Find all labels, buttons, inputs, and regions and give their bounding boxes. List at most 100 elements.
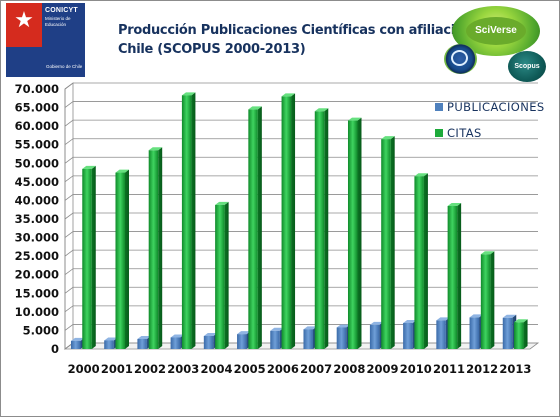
bar-side: [490, 251, 495, 349]
x-tick-label: 2007: [300, 362, 332, 376]
chart-floor: [63, 342, 540, 350]
bar-publicaciones-2004: [203, 336, 214, 349]
conicyt-logo: ★ CONICYT Ministerio de Educación Gobier…: [6, 3, 85, 77]
bar-top: [215, 201, 229, 205]
y-tick-label: 25.000: [15, 249, 59, 263]
gridline: [64, 82, 538, 90]
x-tick-label: 2012: [466, 362, 498, 376]
bar-side: [423, 173, 428, 349]
x-axis: 2000 2001 2002 2003 2004 2005 2006 2007 2008 2009…: [68, 362, 532, 376]
logo-government-text: Gobierno de Chile: [46, 64, 83, 69]
gridline: [64, 194, 538, 201]
bar-top: [270, 327, 284, 331]
gridline: [64, 175, 538, 183]
bar-publicaciones-2009: [369, 324, 380, 349]
globe-badge-icon: [444, 44, 477, 74]
bar-top: [248, 106, 262, 110]
bar-citas-2011: [447, 206, 458, 349]
gridline: [64, 249, 538, 257]
bar-citas-2003: [181, 95, 192, 349]
bar-top: [104, 337, 118, 341]
bar-top: [70, 337, 85, 341]
y-tick-label: 35.000: [15, 212, 59, 226]
bar-side: [158, 147, 163, 349]
y-tick-label: 55.000: [15, 138, 59, 152]
y-tick-label: 30.000: [15, 231, 59, 245]
x-tick-label: 2003: [167, 362, 199, 376]
legend-swatch-publicaciones: [435, 103, 443, 111]
bar-top: [369, 321, 384, 325]
bar-side: [324, 108, 329, 350]
bar-publicaciones-2002: [137, 338, 147, 349]
bar-citas-2006: [281, 96, 292, 349]
y-tick-label: 20.000: [15, 268, 59, 282]
x-tick-label: 2002: [134, 362, 166, 376]
bar-top: [336, 324, 351, 328]
bar-top: [436, 317, 450, 321]
bar-publicaciones-2001: [104, 340, 114, 349]
bar-top: [303, 326, 317, 330]
chart-legend: PUBLICACIONES CITAS: [435, 100, 545, 140]
y-tick-label: 70.000: [15, 82, 59, 96]
bar-top: [469, 314, 484, 318]
bar-citas-2009: [381, 139, 391, 349]
y-tick-label: 15.000: [15, 286, 59, 300]
gridline: [64, 101, 538, 108]
bar-citas-2010: [414, 176, 424, 349]
y-tick-label: 50.000: [15, 156, 59, 170]
bar-side: [390, 136, 395, 349]
bar-side: [523, 319, 528, 349]
legend-label-citas: CITAS: [447, 126, 482, 140]
logo-ministry-text: Ministerio de Educación: [45, 16, 71, 27]
y-tick-label: 10.000: [15, 305, 59, 319]
x-tick-label: 2010: [400, 362, 432, 376]
bar-top: [203, 333, 218, 336]
bar-top: [514, 319, 528, 323]
bar-publicaciones-2005: [237, 334, 247, 349]
bar-top: [480, 251, 495, 255]
bar-citas-2002: [148, 150, 159, 349]
x-tick-label: 2001: [101, 362, 133, 376]
y-tick-label: 45.000: [15, 175, 59, 189]
bar-citas-2000: [82, 168, 92, 349]
bar-citas-2005: [248, 109, 258, 349]
bar-top: [414, 173, 428, 177]
bar-side: [357, 117, 362, 349]
x-tick-label: 2013: [499, 362, 531, 376]
bar-publicaciones-2012: [469, 317, 480, 349]
gridline: [64, 231, 538, 238]
bar-top: [347, 117, 362, 121]
chart-bars: [70, 92, 528, 350]
bar-top: [281, 93, 296, 97]
bar-top: [447, 203, 462, 206]
bar-top: [502, 314, 517, 318]
y-tick-label: 0: [51, 342, 59, 356]
bar-top: [181, 92, 196, 96]
gridline: [64, 119, 538, 127]
bar-citas-2001: [115, 172, 125, 349]
bar-publicaciones-2006: [270, 330, 280, 349]
legend-swatch-citas: [435, 129, 443, 137]
bar-top: [82, 165, 96, 169]
x-tick-label: 2008: [333, 362, 365, 376]
bar-publicaciones-2011: [436, 320, 446, 349]
gridline: [64, 286, 538, 294]
bar-top: [148, 147, 163, 151]
y-axis: 0 5.000 10.000 15.000 20.000 25.000 30.000 35.0…: [15, 82, 66, 356]
x-tick-label: 2009: [367, 362, 399, 376]
bar-side: [91, 165, 96, 349]
bar-side: [257, 106, 262, 349]
bar-top: [137, 335, 151, 339]
bar-top: [314, 108, 329, 112]
bar-top: [403, 320, 417, 323]
x-tick-label: 2011: [433, 362, 465, 376]
bar-citas-2007: [314, 111, 325, 350]
bar-publicaciones-2003: [170, 337, 181, 349]
y-tick-label: 60.000: [15, 119, 59, 133]
chart-title: Producción Publicaciones Científicas con…: [118, 21, 473, 59]
bar-top: [115, 169, 129, 173]
legend-label-publicaciones: PUBLICACIONES: [447, 100, 545, 114]
logo-star-icon: ★: [14, 7, 34, 32]
x-tick-label: 2004: [200, 362, 232, 376]
